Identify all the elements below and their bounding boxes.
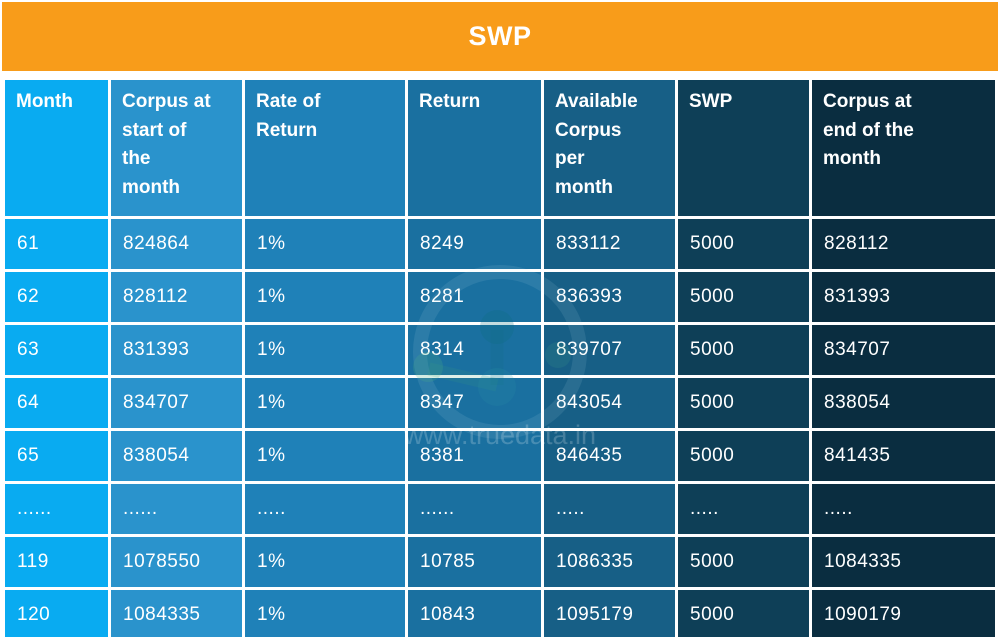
table-cell: 828112 <box>812 219 995 269</box>
table-cell: 834707 <box>812 325 995 375</box>
table-row: 119 1078550 1% 10785 1086335 5000 1084335 <box>5 537 995 587</box>
table-cell: 833112 <box>544 219 675 269</box>
swp-table: Month Corpus at start of the month Rate of… <box>2 77 998 637</box>
table-cell: ...... <box>408 484 541 534</box>
table-cell: 838054 <box>812 378 995 428</box>
table-cell: ...... <box>111 484 242 534</box>
table-cell: 1095179 <box>544 590 675 637</box>
page-title: SWP <box>468 21 532 51</box>
column-header: Month <box>5 80 108 216</box>
table-cell: 10785 <box>408 537 541 587</box>
table-row: 62 828112 1% 8281 836393 5000 831393 <box>5 272 995 322</box>
table-cell: 62 <box>5 272 108 322</box>
table-cell: 1% <box>245 219 405 269</box>
table-cell: 1% <box>245 378 405 428</box>
table-cell: 1084335 <box>111 590 242 637</box>
table-cell: 5000 <box>678 378 809 428</box>
table-cell: 1% <box>245 325 405 375</box>
table-cell: ..... <box>245 484 405 534</box>
column-header: Corpus at start of the month <box>111 80 242 216</box>
table-row: ...................................... <box>5 484 995 534</box>
table-row: 64 834707 1% 8347 843054 5000 838054 <box>5 378 995 428</box>
table-cell: 8249 <box>408 219 541 269</box>
table-cell: 838054 <box>111 431 242 481</box>
table-cell: 1% <box>245 431 405 481</box>
table-row: 63 831393 1% 8314 839707 5000 834707 <box>5 325 995 375</box>
table-cell: 8281 <box>408 272 541 322</box>
table-cell: 65 <box>5 431 108 481</box>
table-cell: 1084335 <box>812 537 995 587</box>
table-cell: 64 <box>5 378 108 428</box>
table-header-row: Month Corpus at start of the month Rate of… <box>5 80 995 216</box>
table-cell: 120 <box>5 590 108 637</box>
table-row: 61 824864 1% 8249 833112 5000 828112 <box>5 219 995 269</box>
column-header: Rate of Return <box>245 80 405 216</box>
table-cell: 843054 <box>544 378 675 428</box>
table-cell: 8314 <box>408 325 541 375</box>
table-cell: 834707 <box>111 378 242 428</box>
table-cell: 5000 <box>678 272 809 322</box>
table-cell: ..... <box>812 484 995 534</box>
table-row: 120 1084335 1% 10843 1095179 5000 1090179 <box>5 590 995 637</box>
table-cell: ...... <box>5 484 108 534</box>
table-cell: 5000 <box>678 537 809 587</box>
table-cell: 828112 <box>111 272 242 322</box>
column-header: Available Corpus per month <box>544 80 675 216</box>
table-cell: 8347 <box>408 378 541 428</box>
table-row: 65 838054 1% 8381 846435 5000 841435 <box>5 431 995 481</box>
column-header: SWP <box>678 80 809 216</box>
column-header: Corpus at end of the month <box>812 80 995 216</box>
table-cell: 839707 <box>544 325 675 375</box>
table-cell: 119 <box>5 537 108 587</box>
table-cell: 841435 <box>812 431 995 481</box>
column-header: Return <box>408 80 541 216</box>
table-cell: 1090179 <box>812 590 995 637</box>
table-cell: 1086335 <box>544 537 675 587</box>
table-cell: 836393 <box>544 272 675 322</box>
table-cell: ..... <box>544 484 675 534</box>
table-cell: 831393 <box>812 272 995 322</box>
table-cell: 5000 <box>678 325 809 375</box>
table-cell: 1078550 <box>111 537 242 587</box>
table-cell: 63 <box>5 325 108 375</box>
table-cell: 846435 <box>544 431 675 481</box>
table-cell: 1% <box>245 590 405 637</box>
table-cell: 5000 <box>678 431 809 481</box>
table-cell: 10843 <box>408 590 541 637</box>
table-cell: 8381 <box>408 431 541 481</box>
table-cell: 61 <box>5 219 108 269</box>
table-cell: 824864 <box>111 219 242 269</box>
table-cell: 1% <box>245 537 405 587</box>
table-cell: 5000 <box>678 219 809 269</box>
table-cell: 5000 <box>678 590 809 637</box>
table-cell: 831393 <box>111 325 242 375</box>
title-bar: SWP <box>2 2 998 71</box>
table-cell: 1% <box>245 272 405 322</box>
table-cell: ..... <box>678 484 809 534</box>
